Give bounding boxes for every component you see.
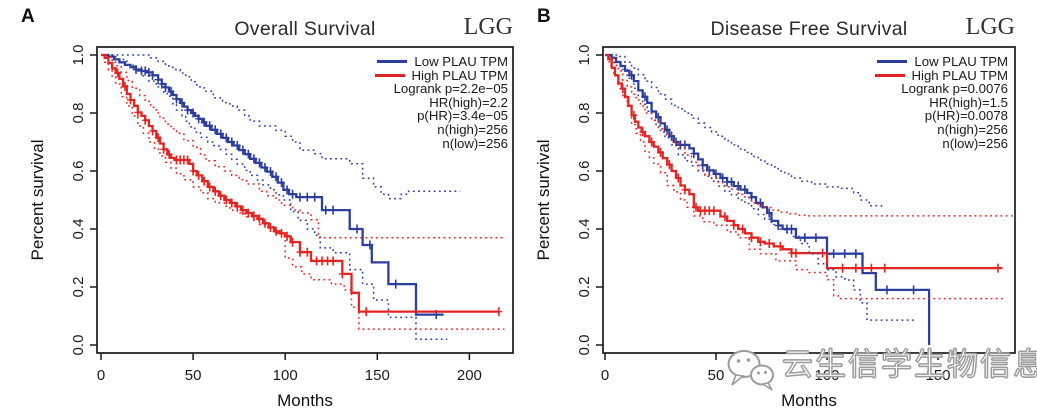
panel-b-x-axis-title: Months — [781, 391, 837, 410]
y-tick-label: 0.4 — [70, 219, 87, 240]
y-tick-label: 0.0 — [576, 335, 593, 356]
legend-label: Low PLAU TPM — [414, 54, 508, 69]
km-curve-low-plau-tpm-95-ci-upper — [101, 54, 461, 200]
stat-line: n(low)=256 — [942, 135, 1008, 151]
panel-a-x-axis-title: Months — [277, 391, 333, 410]
legend-line-swatch — [877, 60, 908, 64]
y-tick-label: 0.6 — [70, 161, 87, 182]
km-curve-low-plau-tpm-95-ci-lower — [101, 54, 448, 340]
x-tick-label: 50 — [708, 367, 725, 384]
legend-entry: High PLAU TPM — [374, 67, 509, 83]
y-tick-label: 0.8 — [70, 103, 87, 124]
legend-label: High PLAU TPM — [911, 67, 1009, 83]
legend-label: High PLAU TPM — [411, 67, 509, 83]
x-tick-label: 200 — [457, 367, 482, 384]
legend-entry: Low PLAU TPM — [377, 55, 508, 69]
y-tick-label: 0.0 — [70, 335, 87, 356]
y-tick-label: 0.6 — [576, 161, 593, 182]
stat-line: n(high)=256 — [437, 121, 508, 137]
legend-line-swatch — [874, 73, 905, 77]
survival-plot-b: 0 50 100 150 0.0 0.2 0.4 0.6 0.8 1.0 — [576, 45, 1016, 384]
x-tick-label: 150 — [925, 367, 950, 384]
km-curve-high-plau-tpm-95-ci-lower — [101, 54, 505, 330]
stat-line: n(high)=256 — [937, 121, 1008, 137]
km-curve-high-plau-tpm-95-ci-upper — [101, 54, 505, 239]
y-tick-label: 0.2 — [576, 277, 593, 298]
watermark-text: 云生信学生物信息学 — [781, 346, 1037, 382]
stat-line: HR(high)=2.2 — [429, 94, 508, 110]
x-tick-label: 0 — [601, 367, 609, 384]
panel-a-y-axis-title: Percent survival — [28, 139, 47, 261]
survival-plot-a: 0 50 100 150 200 0.0 0.2 0.4 0.6 0.8 1.0 — [70, 45, 514, 384]
legend-label: Low PLAU TPM — [914, 54, 1008, 69]
panel-b-label: B — [537, 6, 551, 27]
stat-line: HR(high)=1.5 — [929, 94, 1008, 110]
x-tick-label: 0 — [97, 367, 105, 384]
legend-line-swatch — [374, 73, 405, 77]
x-tick-label: 100 — [273, 367, 298, 384]
plot-box — [602, 46, 1016, 354]
legend-panel-a: Low PLAU TPM High PLAU TPM Logrank p=2.2e−… — [300, 55, 508, 150]
legend-entry: Low PLAU TPM — [877, 55, 1008, 69]
panel-a-dataset-tag: LGG — [463, 14, 513, 40]
km-curve-low-plau-tpm-95-ci-upper — [605, 54, 885, 207]
watermark: 云生信学生物信息学 — [724, 346, 1037, 401]
legend-panel-b: Low PLAU TPM High PLAU TPM Logrank p=0.007… — [800, 55, 1008, 150]
y-tick-label: 0.2 — [70, 277, 87, 298]
stat-line: Logrank p=2.2e−05 — [393, 81, 508, 97]
stat-line: p(HR)=3.4e−05 — [417, 108, 508, 124]
y-tick-label: 1.0 — [70, 45, 87, 66]
legend-line-swatch — [377, 60, 408, 64]
km-curve-high-plau-tpm-95-ci-upper — [605, 54, 1014, 217]
y-tick-label: 0.8 — [576, 103, 593, 124]
x-tick-label: 150 — [365, 367, 390, 384]
km-curve-low-plau-tpm — [605, 53, 931, 345]
panel-a-title: Overall Survival — [234, 18, 376, 40]
x-tick-label: 100 — [814, 367, 839, 384]
x-tick-label: 50 — [185, 367, 202, 384]
panel-b-title: Disease Free Survival — [710, 18, 908, 40]
stat-line: p(HR)=0.0078 — [924, 108, 1008, 124]
legend-entry: High PLAU TPM — [874, 67, 1009, 83]
panel-a-label: A — [21, 6, 35, 27]
y-tick-label: 0.4 — [576, 219, 593, 240]
y-tick-label: 1.0 — [576, 45, 593, 66]
wechat-icon — [724, 346, 778, 401]
panel-b-dataset-tag: LGG — [965, 14, 1015, 40]
stat-line: Logrank p=0.0076 — [901, 81, 1008, 97]
plot-box — [96, 46, 514, 354]
km-curve-high-plau-tpm — [605, 53, 1003, 270]
panel-b-y-axis-title: Percent survival — [534, 139, 553, 261]
stat-line: n(low)=256 — [442, 135, 508, 151]
